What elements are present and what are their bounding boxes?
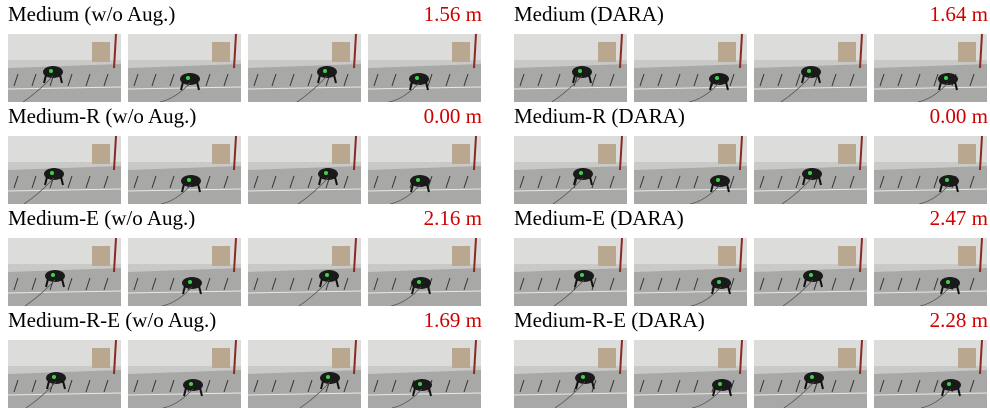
panel: Medium-R (w/o Aug.) 0.00 m (6, 104, 482, 204)
panel: Medium (DARA) 1.64 m (512, 2, 988, 102)
photo (368, 340, 481, 408)
photo (874, 34, 987, 102)
photo (128, 34, 241, 102)
photo (514, 34, 627, 102)
distance: 2.16 m (424, 206, 482, 231)
panel-label: Medium (DARA) (514, 2, 664, 27)
distance: 1.64 m (930, 2, 988, 27)
panel: Medium-E (w/o Aug.) 2.16 m (6, 206, 482, 306)
distance: 0.00 m (424, 104, 482, 129)
panel-label: Medium-R (DARA) (514, 104, 685, 129)
photo (754, 34, 867, 102)
panel-label: Medium-E (w/o Aug.) (8, 206, 195, 231)
photo (514, 136, 627, 204)
photo (874, 238, 987, 306)
distance: 2.47 m (930, 206, 988, 231)
photo (8, 34, 121, 102)
photo (248, 340, 361, 408)
photo (754, 340, 867, 408)
photo (634, 136, 747, 204)
panel: Medium-R-E (w/o Aug.) 1.69 m (6, 308, 482, 408)
photo (754, 238, 867, 306)
panel-label: Medium-R-E (DARA) (514, 308, 705, 333)
photo (514, 340, 627, 408)
photo (128, 340, 241, 408)
photo (634, 238, 747, 306)
photo (128, 136, 241, 204)
photo (634, 34, 747, 102)
photo (248, 34, 361, 102)
photo (8, 340, 121, 408)
panel-label: Medium-E (DARA) (514, 206, 684, 231)
photo (874, 340, 987, 408)
photo (634, 340, 747, 408)
panel: Medium (w/o Aug.) 1.56 m (6, 2, 482, 102)
photo (368, 136, 481, 204)
distance: 1.69 m (424, 308, 482, 333)
distance: 1.56 m (424, 2, 482, 27)
photo (128, 238, 241, 306)
panel: Medium-E (DARA) 2.47 m (512, 206, 988, 306)
photo (248, 136, 361, 204)
photo (248, 238, 361, 306)
panel: Medium-R-E (DARA) 2.28 m (512, 308, 988, 408)
panel-label: Medium-R-E (w/o Aug.) (8, 308, 216, 333)
figure: Medium (w/o Aug.) 1.56 m Medium (DARA) 1.64… (0, 0, 990, 417)
panel: Medium-R (DARA) 0.00 m (512, 104, 988, 204)
photo (874, 136, 987, 204)
panel-label: Medium-R (w/o Aug.) (8, 104, 196, 129)
photo (514, 238, 627, 306)
photo (368, 34, 481, 102)
distance: 2.28 m (930, 308, 988, 333)
distance: 0.00 m (930, 104, 988, 129)
photo (368, 238, 481, 306)
photo (8, 136, 121, 204)
photo (754, 136, 867, 204)
panel-label: Medium (w/o Aug.) (8, 2, 175, 27)
photo (8, 238, 121, 306)
